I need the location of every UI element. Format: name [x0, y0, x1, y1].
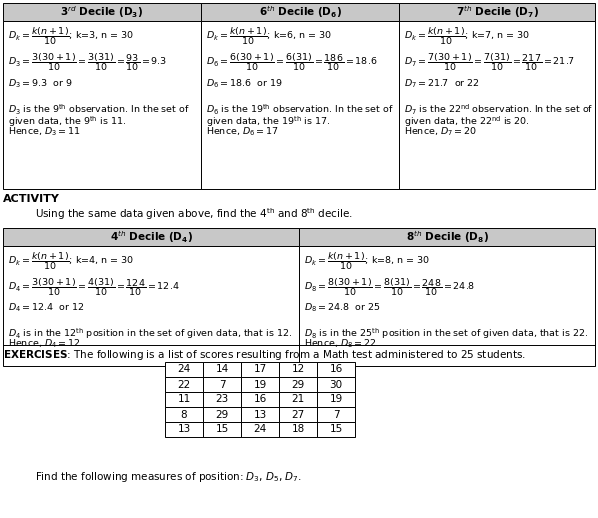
- Bar: [3, 246, 299, 366]
- Bar: [317, 392, 355, 407]
- Text: $\boldsymbol{D_{4}}$ is in the 12$^{\mathrm{th}}$ position in the set of given d: $\boldsymbol{D_{4}}$ is in the 12$^{\mat…: [8, 326, 292, 341]
- Bar: [203, 422, 241, 437]
- Text: $D_{3} = \dfrac{3(30+1)}{10} = \dfrac{3(31)}{10} = \dfrac{93}{10} = 9.3$: $D_{3} = \dfrac{3(30+1)}{10} = \dfrac{3(…: [8, 51, 167, 73]
- Bar: [165, 407, 203, 422]
- Text: given data, the 22$^{\mathrm{nd}}$ is 20.: given data, the 22$^{\mathrm{nd}}$ is 20…: [404, 114, 530, 128]
- Text: $D_k = \dfrac{k(n+1)}{10}$; k=8, n = 30: $D_k = \dfrac{k(n+1)}{10}$; k=8, n = 30: [304, 250, 430, 272]
- Text: given data, the 19$^{\mathrm{th}}$ is 17.: given data, the 19$^{\mathrm{th}}$ is 17…: [206, 114, 330, 128]
- Text: 4$^{th}$ Decile ($\mathbf{D_4}$): 4$^{th}$ Decile ($\mathbf{D_4}$): [109, 229, 193, 245]
- Bar: [3, 3, 201, 21]
- Text: 18: 18: [291, 424, 304, 435]
- Bar: [203, 407, 241, 422]
- Text: Hence, $D_{7} = 20$: Hence, $D_{7} = 20$: [404, 125, 477, 137]
- Text: Hence, $D_{6} = 17$: Hence, $D_{6} = 17$: [206, 125, 279, 137]
- Bar: [203, 362, 241, 377]
- Bar: [241, 362, 279, 377]
- Bar: [203, 377, 241, 392]
- Text: $D_k = \dfrac{k(n+1)}{10}$; k=6, n = 30: $D_k = \dfrac{k(n+1)}{10}$; k=6, n = 30: [206, 25, 332, 47]
- Text: $\boldsymbol{D_{7}}$ is the 22$^{\mathrm{nd}}$ observation. In the set of: $\boldsymbol{D_{7}}$ is the 22$^{\mathrm…: [404, 103, 593, 117]
- Text: $\boldsymbol{D_{3}}$ is the 9$^{\mathrm{th}}$ observation. In the set of: $\boldsymbol{D_{3}}$ is the 9$^{\mathrm{…: [8, 103, 190, 117]
- Text: 22: 22: [178, 380, 191, 390]
- Text: 7$^{th}$ Decile ($\mathbf{D_7}$): 7$^{th}$ Decile ($\mathbf{D_7}$): [456, 4, 538, 20]
- Text: 6$^{th}$ Decile ($\mathbf{D_6}$): 6$^{th}$ Decile ($\mathbf{D_6}$): [258, 4, 341, 20]
- Text: 14: 14: [215, 365, 228, 375]
- Bar: [279, 377, 317, 392]
- Bar: [201, 21, 399, 189]
- Text: $D_{4} = 12.4\ \ \mathrm{or}\ 12$: $D_{4} = 12.4\ \ \mathrm{or}\ 12$: [8, 302, 85, 314]
- Text: 30: 30: [329, 380, 343, 390]
- Text: $D_k = \dfrac{k(n+1)}{10}$; k=7, n = 30: $D_k = \dfrac{k(n+1)}{10}$; k=7, n = 30: [404, 25, 530, 47]
- Bar: [241, 392, 279, 407]
- Text: $D_{7} = 21.7\ \ \mathrm{or}\ 22$: $D_{7} = 21.7\ \ \mathrm{or}\ 22$: [404, 77, 480, 90]
- Text: 15: 15: [215, 424, 228, 435]
- Text: 12: 12: [291, 365, 304, 375]
- Text: $D_{4} = \dfrac{3(30+1)}{10} = \dfrac{4(31)}{10} = \dfrac{124}{10} = 12.4$: $D_{4} = \dfrac{3(30+1)}{10} = \dfrac{4(…: [8, 276, 179, 298]
- Text: $\boldsymbol{D_{8}}$ is in the 25$^{\mathrm{th}}$ position in the set of given d: $\boldsymbol{D_{8}}$ is in the 25$^{\mat…: [304, 326, 588, 341]
- Text: 24: 24: [254, 424, 267, 435]
- Text: Using the same data given above, find the 4$^{\mathrm{th}}$ and 8$^{\mathrm{th}}: Using the same data given above, find th…: [35, 206, 353, 222]
- Text: 23: 23: [215, 395, 228, 405]
- Text: Hence, $D_{3} = 11$: Hence, $D_{3} = 11$: [8, 125, 81, 137]
- Text: Hence, $D_{4} = 12$: Hence, $D_{4} = 12$: [8, 337, 81, 350]
- Text: $D_{8} = 24.8\ \ \mathrm{or}\ 25$: $D_{8} = 24.8\ \ \mathrm{or}\ 25$: [304, 302, 380, 314]
- Bar: [299, 246, 595, 366]
- Bar: [165, 377, 203, 392]
- Text: 7: 7: [332, 410, 339, 420]
- Bar: [279, 407, 317, 422]
- Bar: [241, 422, 279, 437]
- Bar: [165, 422, 203, 437]
- Text: $D_k = \dfrac{k(n+1)}{10}$; k=3, n = 30: $D_k = \dfrac{k(n+1)}{10}$; k=3, n = 30: [8, 25, 134, 47]
- Bar: [165, 392, 203, 407]
- Bar: [399, 21, 595, 189]
- Bar: [241, 407, 279, 422]
- Bar: [317, 362, 355, 377]
- Text: 19: 19: [329, 395, 343, 405]
- Text: 27: 27: [291, 410, 304, 420]
- Text: Find the following measures of position: $D_3$, $D_5$, $D_7$.: Find the following measures of position:…: [35, 470, 302, 484]
- Bar: [3, 21, 201, 189]
- Bar: [203, 392, 241, 407]
- Bar: [399, 3, 595, 21]
- Bar: [165, 362, 203, 377]
- Text: $D_{6} = 18.6\ \ \mathrm{or}\ 19$: $D_{6} = 18.6\ \ \mathrm{or}\ 19$: [206, 77, 283, 90]
- Text: 16: 16: [329, 365, 343, 375]
- Text: 11: 11: [178, 395, 191, 405]
- Text: 24: 24: [178, 365, 191, 375]
- Text: $D_k = \dfrac{k(n+1)}{10}$; k=4, n = 30: $D_k = \dfrac{k(n+1)}{10}$; k=4, n = 30: [8, 250, 134, 272]
- Text: 13: 13: [254, 410, 267, 420]
- Text: 8$^{th}$ Decile ($\mathbf{D_8}$): 8$^{th}$ Decile ($\mathbf{D_8}$): [405, 229, 489, 245]
- Text: $D_{3} = 9.3\ \ \mathrm{or}\ 9$: $D_{3} = 9.3\ \ \mathrm{or}\ 9$: [8, 77, 73, 90]
- Text: 21: 21: [291, 395, 304, 405]
- Text: ACTIVITY: ACTIVITY: [3, 194, 60, 204]
- Text: 16: 16: [254, 395, 267, 405]
- Bar: [3, 228, 299, 246]
- Bar: [317, 407, 355, 422]
- Bar: [201, 3, 399, 21]
- Bar: [279, 422, 317, 437]
- Text: $D_{8} = \dfrac{8(30+1)}{10} = \dfrac{8(31)}{10} = \dfrac{248}{10} = 24.8$: $D_{8} = \dfrac{8(30+1)}{10} = \dfrac{8(…: [304, 276, 475, 298]
- Text: 13: 13: [178, 424, 191, 435]
- Bar: [317, 377, 355, 392]
- Bar: [317, 422, 355, 437]
- Text: $D_{6} = \dfrac{6(30+1)}{10} = \dfrac{6(31)}{10} = \dfrac{186}{10} = 18.6$: $D_{6} = \dfrac{6(30+1)}{10} = \dfrac{6(…: [206, 51, 377, 73]
- Text: 19: 19: [254, 380, 267, 390]
- Text: 3$^{rd}$ Decile ($\mathbf{D_3}$): 3$^{rd}$ Decile ($\mathbf{D_3}$): [60, 4, 144, 20]
- Text: $\boldsymbol{D_{6}}$ is the 19$^{\mathrm{th}}$ observation. In the set of: $\boldsymbol{D_{6}}$ is the 19$^{\mathrm…: [206, 103, 394, 117]
- Text: 29: 29: [291, 380, 304, 390]
- Text: given data, the 9$^{\mathrm{th}}$ is 11.: given data, the 9$^{\mathrm{th}}$ is 11.: [8, 114, 126, 128]
- Bar: [279, 362, 317, 377]
- Bar: [279, 392, 317, 407]
- Text: Hence, $D_{8} = 22$: Hence, $D_{8} = 22$: [304, 337, 377, 350]
- Text: 15: 15: [329, 424, 343, 435]
- Text: 29: 29: [215, 410, 228, 420]
- Text: $D_{7} = \dfrac{7(30+1)}{10} = \dfrac{7(31)}{10} = \dfrac{217}{10} = 21.7$: $D_{7} = \dfrac{7(30+1)}{10} = \dfrac{7(…: [404, 51, 575, 73]
- Text: 8: 8: [181, 410, 187, 420]
- Bar: [241, 377, 279, 392]
- Text: 7: 7: [219, 380, 225, 390]
- Bar: [299, 228, 595, 246]
- Text: $\mathbf{EXERCISES}$: The following is a list of scores resulting from a Math te: $\mathbf{EXERCISES}$: The following is a…: [3, 348, 526, 362]
- Text: 17: 17: [254, 365, 267, 375]
